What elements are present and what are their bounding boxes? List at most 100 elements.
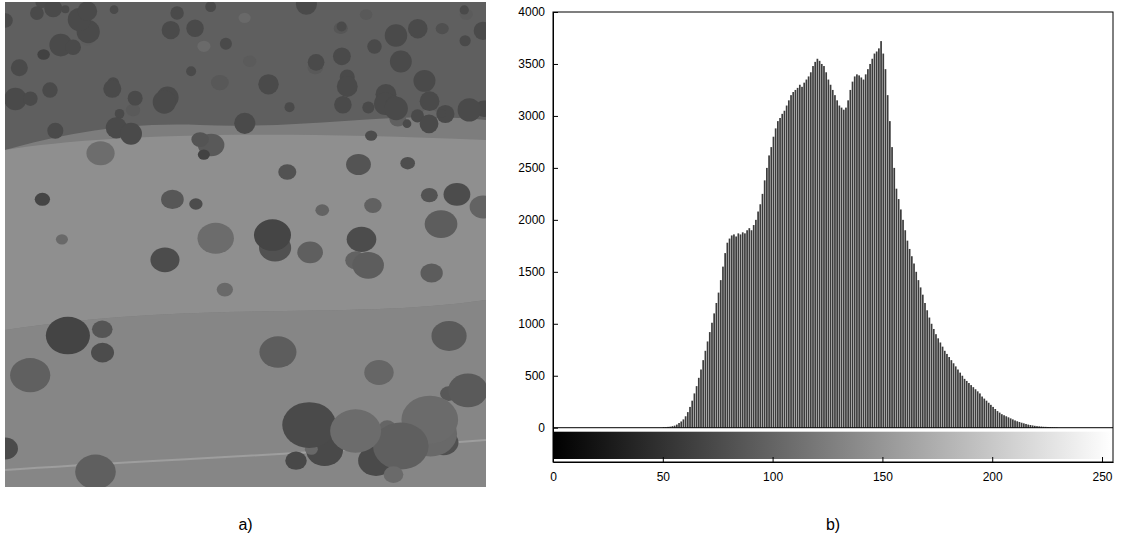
histogram-bar [775, 128, 777, 427]
histogram-bar [808, 76, 810, 427]
histogram-bar [718, 293, 720, 428]
x-axis-line [554, 462, 1114, 463]
photo-shrub [115, 109, 125, 119]
histogram-chart: 0500100015002000250030003500400005010015… [518, 5, 1113, 483]
histogram-bar [852, 82, 854, 428]
photo-tree [92, 321, 113, 339]
y-tick-label: 2000 [518, 213, 545, 227]
photo-shrub [5, 13, 13, 27]
photo-shrub [403, 119, 412, 128]
histogram-bar [981, 397, 983, 428]
histogram-bar [959, 373, 961, 428]
photo-tree [91, 343, 114, 363]
histogram-bar [751, 230, 753, 427]
y-tick: 3000 [518, 109, 558, 123]
histogram-bar [1001, 414, 1003, 428]
panel-label: a) [238, 516, 252, 533]
photo-tree [211, 75, 229, 90]
histogram-bar [742, 232, 744, 427]
photo-shrub [362, 102, 374, 114]
photo-meadow [5, 135, 486, 330]
photo-tree [384, 466, 404, 483]
histogram-bar [735, 236, 737, 427]
histogram-bar [687, 412, 689, 428]
histogram-bar [680, 421, 682, 427]
photo-shrub [384, 97, 408, 121]
histogram-bar [953, 363, 955, 427]
photo-shrub [474, 22, 486, 40]
y-tick-mark [553, 324, 558, 325]
photo-tree [191, 132, 208, 147]
photo-shrub [153, 90, 176, 113]
photo-tree [239, 13, 251, 23]
histogram-bar [1025, 424, 1027, 428]
x-tick-mark [992, 457, 993, 462]
histogram-bar [878, 48, 880, 427]
histogram-bar [768, 155, 770, 427]
photo-tree [420, 264, 442, 283]
y-tick-mark [553, 168, 558, 169]
histogram-bar [753, 225, 755, 428]
y-tick-mark [553, 220, 558, 221]
histogram-bar [683, 419, 685, 427]
histogram-bar [773, 137, 775, 428]
histogram-bar [847, 100, 849, 427]
x-tick-mark [773, 457, 774, 462]
histogram-bar [865, 74, 867, 427]
y-tick-mark [553, 116, 558, 117]
histogram-bar [863, 80, 865, 428]
photo-slope [5, 300, 486, 487]
photo-shrub [162, 21, 180, 39]
histogram-bar [709, 332, 711, 428]
photo-tree [431, 321, 466, 351]
y-tick-label: 1000 [518, 317, 545, 331]
histogram-bar [812, 66, 814, 428]
photo-shrub [120, 123, 142, 145]
photo-tree [330, 409, 381, 452]
y-tick-mark [553, 272, 558, 273]
y-tick-mark [553, 428, 558, 429]
y-tick-label: 3000 [518, 109, 545, 123]
photo-shrub [337, 22, 347, 32]
histogram-bar [705, 351, 707, 428]
y-tick: 2000 [518, 213, 558, 227]
histogram-bar [856, 74, 858, 427]
photo-shrub [128, 91, 143, 106]
plot-frame [553, 12, 1113, 462]
histogram-bar [858, 75, 860, 427]
histogram-bar [942, 347, 944, 428]
histogram-bar [968, 383, 970, 428]
histogram-bar [838, 106, 840, 428]
y-tick: 1000 [518, 317, 558, 331]
photo-shrub [30, 6, 44, 20]
histogram-bar [821, 64, 823, 428]
histogram-bar [1010, 418, 1012, 427]
photo-hill-far [5, 2, 486, 150]
histogram-bar [713, 313, 715, 427]
histogram-bar [983, 399, 985, 428]
histogram-bar [801, 87, 803, 428]
photo-shrub [460, 35, 471, 46]
photo-background [5, 2, 486, 487]
histogram-bar [1003, 415, 1005, 427]
histogram-bar [920, 287, 922, 427]
histogram-bar [757, 212, 759, 428]
photo-shrub [460, 5, 469, 14]
histogram-bar [854, 76, 856, 427]
photo-shrub [436, 105, 454, 123]
photo-tree [197, 41, 210, 52]
histogram-bar [926, 310, 928, 427]
histogram-bar [935, 334, 937, 428]
photo-tree [10, 358, 50, 392]
histogram-bar [1023, 423, 1025, 427]
histogram-bar [726, 243, 728, 428]
photo-tree [448, 374, 486, 408]
photo-shrub [334, 96, 352, 114]
photo-shrub [110, 5, 119, 14]
photo-tree [86, 141, 114, 165]
photo-shrub [186, 66, 196, 76]
histogram-bar [849, 90, 851, 428]
photo-tree [278, 164, 296, 179]
photo-shrub [367, 39, 381, 53]
x-tick: 150 [873, 457, 893, 484]
